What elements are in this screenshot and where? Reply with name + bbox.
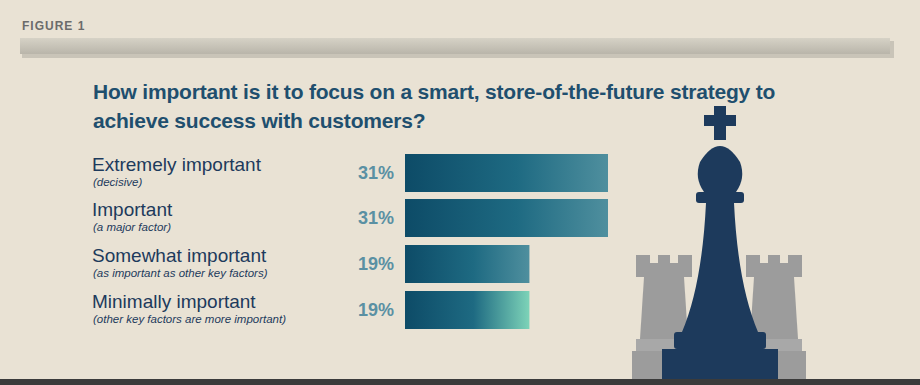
category-label: Important [92, 199, 173, 220]
category-label: Somewhat important [92, 245, 267, 266]
bar [405, 291, 529, 329]
category-note: (other key factors are more important) [93, 313, 286, 325]
figure-label: FIGURE 1 [22, 19, 85, 33]
data-label: 19% [358, 254, 394, 274]
bottom-rule [0, 379, 920, 385]
king-collar-low [674, 332, 766, 349]
category-label: Extremely important [92, 154, 262, 175]
figure-band [20, 38, 890, 54]
king-cross-h [704, 115, 736, 126]
bar [405, 245, 529, 283]
category-note: (a major factor) [93, 221, 171, 233]
category-note: (decisive) [93, 176, 142, 188]
rook-body [640, 277, 688, 339]
data-label: 31% [358, 208, 394, 228]
data-label: 19% [358, 300, 394, 320]
chart-svg: FIGURE 1 Extremely important(decisive) 31%… [0, 0, 920, 385]
title: How important is it to focus on a smart,… [93, 77, 793, 135]
bar [405, 154, 608, 192]
bars [405, 154, 608, 329]
labels: Extremely important(decisive) 31% Importan… [92, 154, 394, 325]
stage: FIGURE 1 Extremely important(decisive) 31%… [0, 0, 920, 385]
chess-icon [632, 106, 806, 385]
data-label: 31% [358, 163, 394, 183]
category-label: Minimally important [92, 291, 256, 312]
king-body [682, 203, 758, 332]
rook-top [746, 255, 802, 277]
rook-body [750, 277, 798, 339]
king [662, 106, 778, 385]
category-note: (as important as other key factors) [93, 267, 268, 279]
bar [405, 199, 608, 237]
king-collar [696, 192, 744, 203]
rook-top [636, 255, 692, 277]
king-head [698, 146, 743, 192]
